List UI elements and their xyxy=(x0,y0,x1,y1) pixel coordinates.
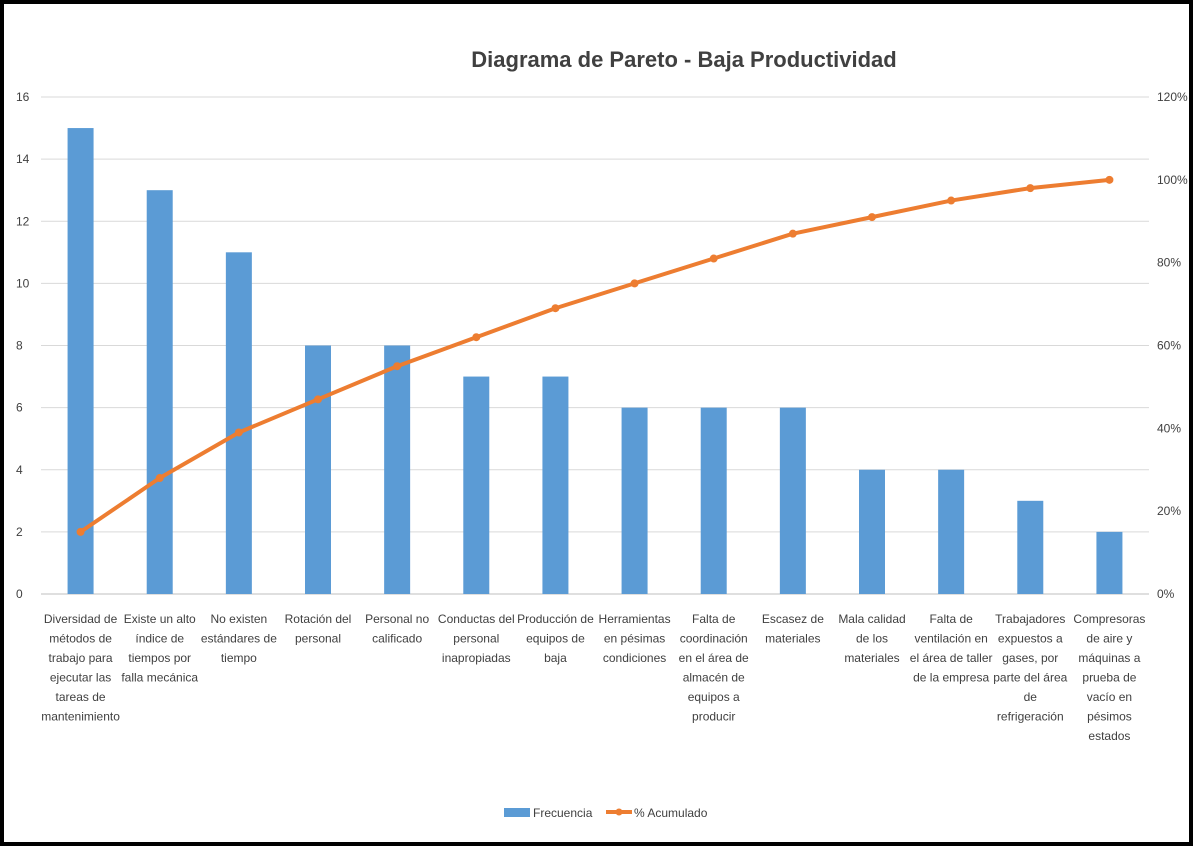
cumulative-point xyxy=(788,229,797,238)
bar-series xyxy=(67,128,1123,594)
cumulative-point xyxy=(76,527,85,536)
category-label: No existen estándares de tiempo xyxy=(201,612,277,665)
bar xyxy=(621,407,648,594)
bar xyxy=(305,345,331,594)
bar xyxy=(1017,500,1044,594)
cumulative-point xyxy=(1026,184,1035,193)
category-label: Producción de equipos de baja xyxy=(517,612,594,665)
right-tick-label: 40% xyxy=(1157,421,1181,435)
left-tick-label: 16 xyxy=(16,90,30,104)
bar xyxy=(384,345,411,594)
right-tick-label: 20% xyxy=(1157,504,1181,518)
category-axis: Diversidad de métodos de trabajo para ejecu… xyxy=(41,612,1145,743)
cumulative-point xyxy=(868,213,876,222)
category-label: Trabajadores expuestos a gases, por parte d… xyxy=(993,612,1067,724)
legend-label-acumulado: % Acumulado xyxy=(634,806,708,820)
bar xyxy=(542,376,569,594)
left-tick-label: 12 xyxy=(16,214,30,228)
category-label: Compresoras de aire y máquinas a prueba de v… xyxy=(1073,612,1145,743)
bar xyxy=(938,469,965,594)
left-tick-label: 4 xyxy=(16,463,23,477)
category-label: Existe un alto índice de tiempos por falla … xyxy=(121,612,198,685)
chart-title: Diagrama de Pareto - Baja Productividad xyxy=(471,47,896,72)
line-series xyxy=(76,175,1114,536)
right-tick-label: 100% xyxy=(1157,173,1188,187)
left-tick-label: 0 xyxy=(16,587,23,601)
category-label: Conductas del personal inapropiadas xyxy=(438,612,515,665)
bar xyxy=(146,190,173,594)
category-label: Falta de coordinación en el área de almacén… xyxy=(679,612,749,724)
gridlines xyxy=(41,96,1149,595)
right-tick-label: 120% xyxy=(1157,90,1188,104)
cumulative-line xyxy=(78,177,1112,534)
cumulative-point xyxy=(630,279,639,288)
left-tick-label: 6 xyxy=(16,401,23,415)
category-label: Herramientas en pésimas condiciones xyxy=(599,612,671,665)
left-tick-label: 14 xyxy=(16,152,30,166)
bar xyxy=(700,407,727,594)
category-label: Rotación del personal xyxy=(285,612,352,646)
right-tick-label: 80% xyxy=(1157,256,1181,270)
legend-swatch-frecuencia xyxy=(504,808,530,817)
cumulative-point xyxy=(472,333,481,342)
cumulative-point xyxy=(1105,175,1114,184)
left-tick-label: 8 xyxy=(16,339,23,353)
cumulative-point xyxy=(314,395,322,404)
cumulative-point xyxy=(234,428,243,437)
legend-label-frecuencia: Frecuencia xyxy=(533,806,593,820)
cumulative-point xyxy=(551,304,560,313)
left-axis: 0 2 4 6 8 10 12 14 16 xyxy=(16,90,30,601)
bar xyxy=(67,128,94,594)
category-label: Diversidad de métodos de trabajo para ejecu… xyxy=(41,612,120,724)
bar xyxy=(859,469,885,594)
legend-marker-acumulado xyxy=(615,808,623,816)
bar xyxy=(779,407,806,594)
category-label: Mala calidad de los materiales xyxy=(838,612,905,665)
right-tick-label: 60% xyxy=(1157,339,1181,353)
category-label: Escasez de materiales xyxy=(762,612,824,646)
category-label: Personal no calificado xyxy=(365,612,429,646)
cumulative-point xyxy=(947,196,956,205)
cumulative-point xyxy=(155,474,164,483)
bar xyxy=(463,376,490,594)
right-tick-label: 0% xyxy=(1157,587,1175,601)
pareto-chart: Diagrama de Pareto - Baja Productividad … xyxy=(16,47,1188,820)
left-tick-label: 10 xyxy=(16,276,30,290)
right-axis: 0% 20% 40% 60% 80% 100% 120% xyxy=(1157,90,1188,601)
legend: Frecuencia % Acumulado xyxy=(504,806,708,820)
left-tick-label: 2 xyxy=(16,525,23,539)
cumulative-point xyxy=(709,254,718,263)
category-label: Falta de ventilación en el área de taller d… xyxy=(910,612,993,685)
bar xyxy=(225,252,252,594)
bar xyxy=(1096,531,1123,594)
cumulative-point xyxy=(393,362,402,371)
